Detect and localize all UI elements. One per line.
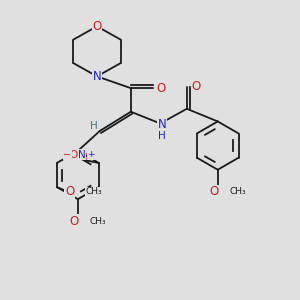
- Text: O: O: [70, 150, 78, 160]
- Text: H: H: [90, 121, 97, 130]
- Text: CH₃: CH₃: [90, 217, 106, 226]
- Text: O: O: [65, 185, 74, 198]
- Text: O: O: [92, 20, 102, 33]
- Text: +: +: [87, 150, 94, 159]
- Text: O: O: [209, 185, 218, 198]
- Text: N: N: [78, 150, 86, 160]
- Text: CH₃: CH₃: [230, 187, 246, 196]
- Text: O: O: [157, 82, 166, 95]
- Text: N: N: [158, 118, 166, 131]
- Text: O: O: [69, 215, 79, 228]
- Text: −: −: [63, 150, 71, 160]
- Text: O: O: [192, 80, 201, 93]
- Text: N: N: [93, 70, 101, 83]
- Text: H: H: [158, 131, 166, 141]
- Text: CH₃: CH₃: [85, 187, 102, 196]
